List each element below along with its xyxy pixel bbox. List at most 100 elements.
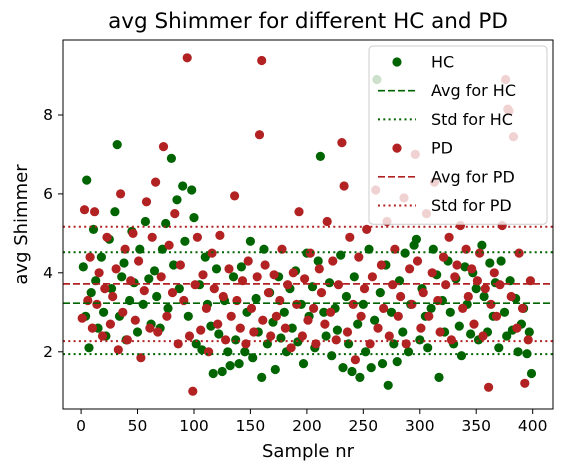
legend-label: Avg for PD xyxy=(431,167,515,186)
point-pd xyxy=(170,209,180,219)
point-hc xyxy=(257,372,267,382)
point-hc xyxy=(383,380,393,390)
point-hc xyxy=(445,307,455,317)
point-pd xyxy=(326,307,336,317)
point-pd xyxy=(469,319,479,329)
point-hc xyxy=(251,293,261,304)
point-hc xyxy=(214,329,224,339)
y-tick-label: 8 xyxy=(43,106,53,124)
point-pd xyxy=(475,248,485,258)
point-pd xyxy=(260,260,270,270)
point-hc xyxy=(355,372,365,382)
point-pd xyxy=(314,264,324,274)
point-pd xyxy=(512,323,522,333)
point-pd xyxy=(105,319,115,329)
point-hc xyxy=(82,175,92,185)
point-hc xyxy=(494,343,504,353)
point-pd xyxy=(258,315,268,325)
legend-marker xyxy=(392,143,402,153)
point-hc xyxy=(287,323,297,333)
point-pd xyxy=(331,335,341,345)
point-pd xyxy=(412,256,423,266)
point-pd xyxy=(230,191,240,201)
point-pd xyxy=(388,280,398,290)
legend-label: Avg for HC xyxy=(431,81,516,100)
point-pd xyxy=(286,343,296,353)
x-tick-label: 250 xyxy=(349,417,379,435)
point-pd xyxy=(263,288,274,298)
point-pd xyxy=(87,323,97,333)
point-hc xyxy=(522,349,532,359)
point-hc xyxy=(96,252,106,262)
point-pd xyxy=(252,272,262,282)
point-hc xyxy=(336,250,346,260)
point-pd xyxy=(209,284,219,294)
point-hc xyxy=(398,327,408,337)
point-hc xyxy=(370,315,380,325)
point-pd xyxy=(424,311,434,321)
point-hc xyxy=(178,181,188,191)
point-hc xyxy=(505,276,515,286)
plot-frame xyxy=(62,39,554,410)
point-hc xyxy=(502,331,512,341)
point-pd xyxy=(280,323,290,333)
point-pd xyxy=(294,207,304,217)
point-pd xyxy=(489,268,499,278)
point-hc xyxy=(324,278,335,288)
point-pd xyxy=(139,286,149,296)
point-pd xyxy=(379,303,389,313)
point-pd xyxy=(224,264,234,274)
point-hc xyxy=(392,357,402,367)
point-pd xyxy=(97,331,108,341)
point-hc xyxy=(349,272,359,282)
point-hc xyxy=(225,361,235,371)
point-pd xyxy=(254,130,265,140)
x-tick-label: 50 xyxy=(128,417,148,435)
x-tick-label: 200 xyxy=(292,417,322,435)
point-hc xyxy=(358,299,368,309)
point-pd xyxy=(218,291,228,302)
point-pd xyxy=(435,327,445,337)
point-hc xyxy=(276,333,286,343)
point-hc xyxy=(240,347,250,357)
point-pd xyxy=(246,303,257,313)
point-pd xyxy=(90,207,100,217)
point-pd xyxy=(446,335,456,345)
point-hc xyxy=(119,258,129,268)
point-hc xyxy=(200,252,210,262)
point-hc xyxy=(403,347,414,357)
point-pd xyxy=(226,311,236,321)
point-pd xyxy=(303,315,313,325)
point-pd xyxy=(328,256,338,266)
point-pd xyxy=(517,303,528,313)
x-tick-label: 400 xyxy=(518,417,548,435)
y-axis-label: avg Shimmer xyxy=(11,164,32,285)
point-pd xyxy=(79,205,90,215)
legend-label: Std for HC xyxy=(431,110,513,129)
point-hc xyxy=(161,218,171,229)
point-pd xyxy=(198,270,208,280)
point-hc xyxy=(217,366,227,377)
point-hc xyxy=(434,372,444,382)
point-pd xyxy=(520,378,530,388)
point-pd xyxy=(463,291,473,302)
point-pd xyxy=(196,325,206,335)
point-pd xyxy=(396,291,406,302)
point-hc xyxy=(496,256,506,266)
point-pd xyxy=(348,299,358,309)
point-hc xyxy=(321,331,331,341)
point-pd xyxy=(367,272,377,282)
point-pd xyxy=(201,303,211,313)
point-pd xyxy=(243,256,253,266)
y-tick-label: 4 xyxy=(43,264,53,282)
point-pd xyxy=(407,299,417,309)
point-hc xyxy=(223,347,233,357)
y-tick-label: 2 xyxy=(43,343,53,361)
point-pd xyxy=(320,319,330,329)
point-hc xyxy=(426,303,436,313)
point-hc xyxy=(208,368,218,379)
point-pd xyxy=(249,327,259,337)
point-hc xyxy=(485,258,495,268)
point-hc xyxy=(479,291,489,302)
point-hc xyxy=(394,276,405,286)
